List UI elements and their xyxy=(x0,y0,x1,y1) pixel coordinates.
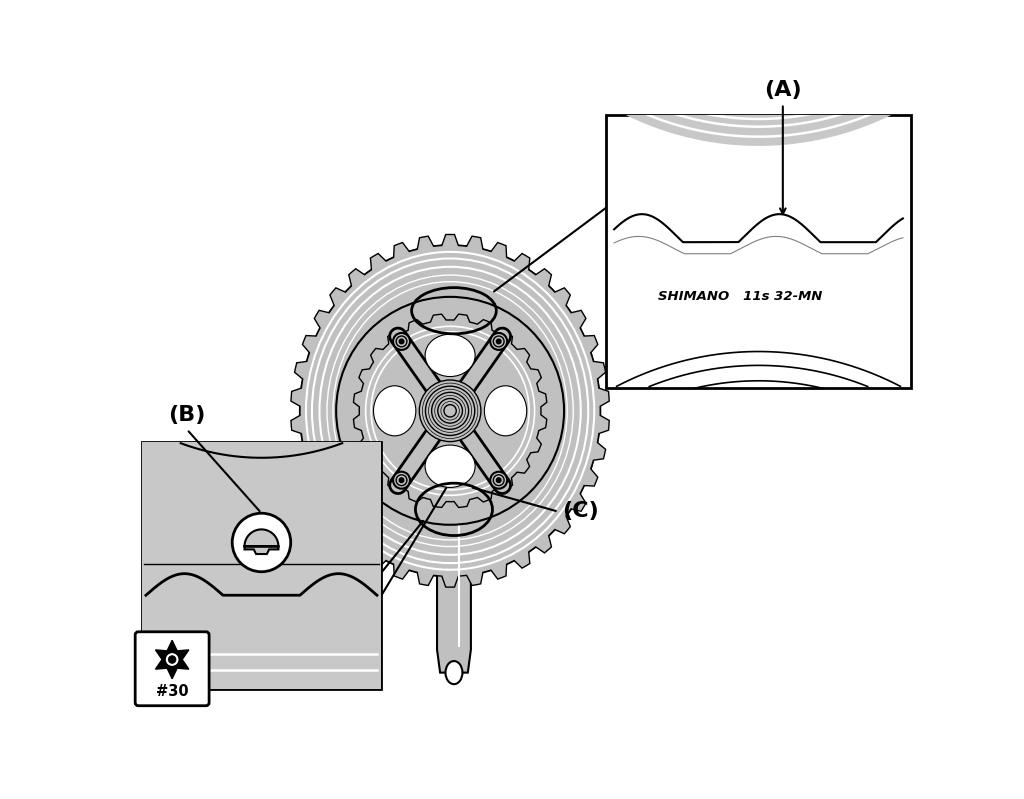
Text: #30: #30 xyxy=(156,685,188,699)
Circle shape xyxy=(399,339,403,344)
Ellipse shape xyxy=(425,334,475,376)
Circle shape xyxy=(444,404,457,417)
Circle shape xyxy=(393,471,410,489)
Text: (A): (A) xyxy=(764,80,802,100)
Text: (B): (B) xyxy=(168,405,206,425)
Polygon shape xyxy=(156,640,188,679)
Polygon shape xyxy=(476,0,1024,146)
Circle shape xyxy=(497,339,501,344)
Ellipse shape xyxy=(445,661,463,684)
Ellipse shape xyxy=(300,245,600,576)
Ellipse shape xyxy=(374,386,416,435)
Bar xyxy=(142,443,381,566)
Circle shape xyxy=(165,653,179,666)
Ellipse shape xyxy=(336,297,564,525)
Circle shape xyxy=(432,392,469,429)
FancyBboxPatch shape xyxy=(135,632,209,706)
Circle shape xyxy=(438,399,463,423)
Bar xyxy=(606,115,910,388)
Text: SHIMANO   11s 32-MN: SHIMANO 11s 32-MN xyxy=(658,289,822,303)
Polygon shape xyxy=(353,314,547,507)
Circle shape xyxy=(232,513,291,572)
Polygon shape xyxy=(245,530,279,554)
Bar xyxy=(142,443,381,689)
Bar xyxy=(142,564,381,689)
Circle shape xyxy=(399,478,403,483)
Circle shape xyxy=(393,333,410,350)
Circle shape xyxy=(168,656,176,663)
Polygon shape xyxy=(437,449,471,673)
Ellipse shape xyxy=(425,445,475,487)
Text: (C): (C) xyxy=(562,501,598,521)
Circle shape xyxy=(497,478,501,483)
Circle shape xyxy=(425,386,475,435)
Circle shape xyxy=(490,333,507,350)
Ellipse shape xyxy=(484,386,526,435)
Circle shape xyxy=(419,380,481,442)
Circle shape xyxy=(490,471,507,489)
Polygon shape xyxy=(291,234,609,587)
